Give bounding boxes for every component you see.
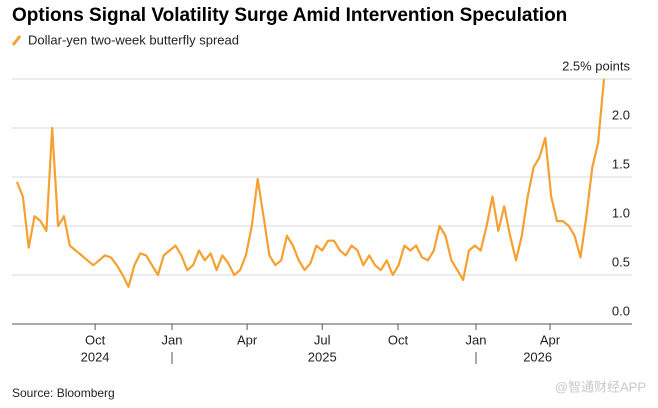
source: Source: Bloomberg [12, 386, 115, 400]
watermark: @智通财经APP [555, 379, 646, 394]
y-tick-label: 2.0 [612, 107, 630, 122]
data-line [15, 78, 606, 288]
x-tick-label: Jul [314, 332, 331, 347]
legend-label: Dollar-yen two-week butterfly spread [28, 32, 239, 47]
legend-swatch [11, 35, 22, 46]
year-label: 2025 [308, 349, 337, 364]
x-tick-label: Jan [466, 332, 487, 347]
y-tick-label: 2.5% points [562, 58, 630, 73]
x-tick-label: Apr [237, 332, 258, 347]
x-tick-label: Apr [540, 332, 561, 347]
y-tick-label: 0.5 [612, 254, 630, 269]
year-label: 2024 [81, 349, 110, 364]
year-label: 2026 [523, 349, 552, 364]
chart-title: Options Signal Volatility Surge Amid Int… [12, 5, 567, 26]
x-tick-label: Oct [85, 332, 106, 347]
x-tick-label: Oct [388, 332, 409, 347]
x-tick-label: Jan [161, 332, 182, 347]
y-tick-label: 1.0 [612, 205, 630, 220]
y-tick-label: 1.5 [612, 156, 630, 171]
y-tick-label: 0.0 [612, 303, 630, 318]
